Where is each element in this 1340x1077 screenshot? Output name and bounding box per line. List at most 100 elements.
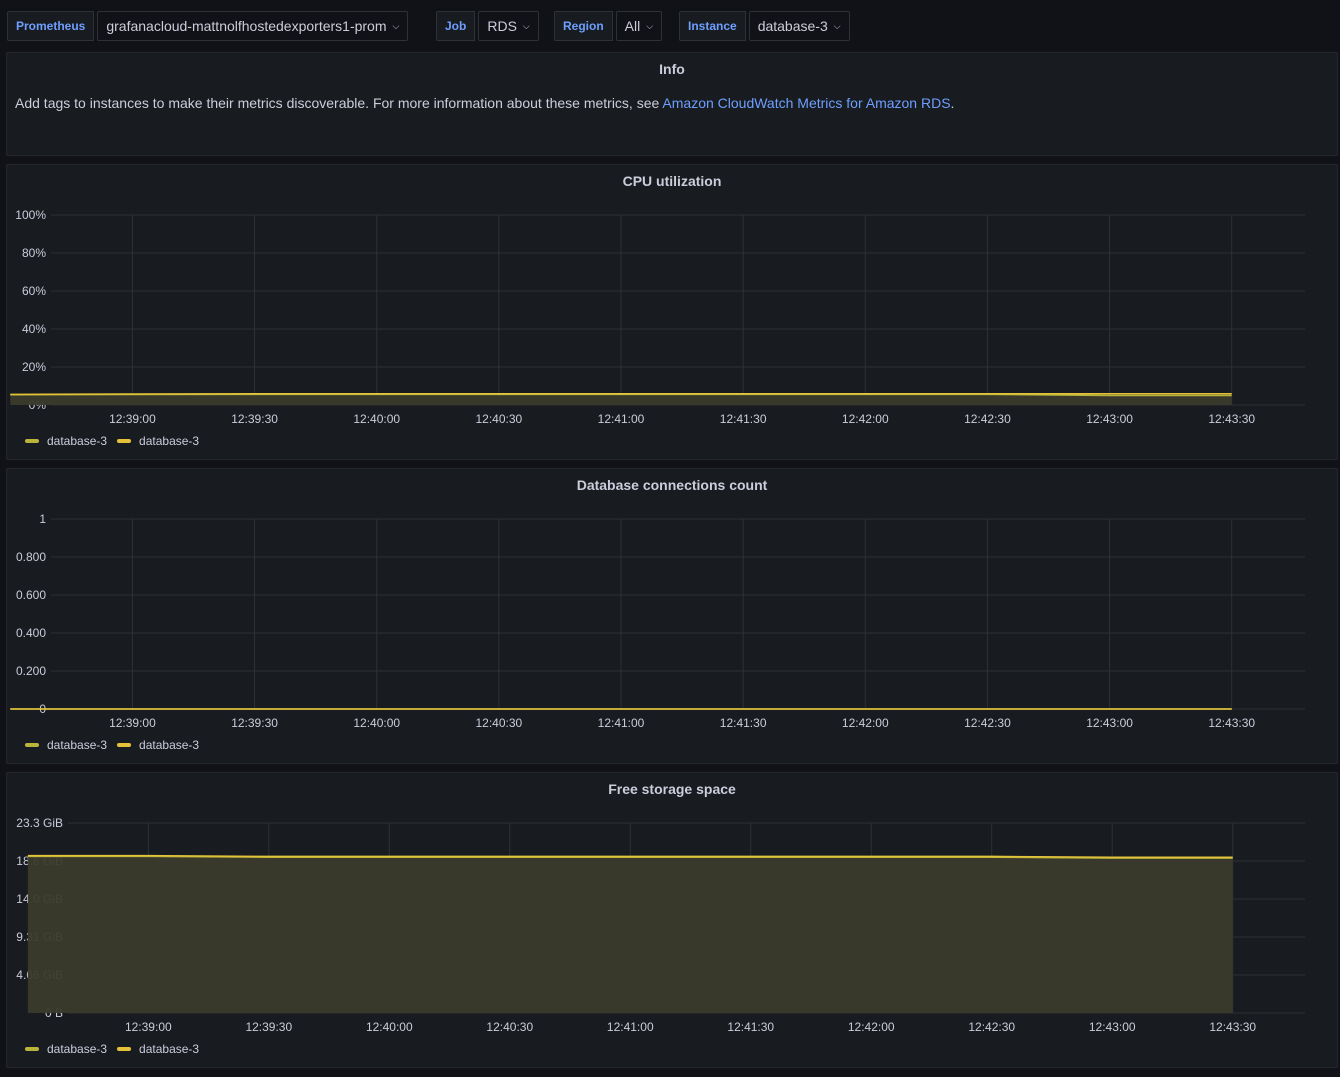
free-storage-panel: Free storage space 23.3 GiB18.6 GiB14.0 … (6, 772, 1338, 1068)
info-suffix: . (950, 95, 955, 111)
job-select[interactable]: RDS ⌵ (478, 11, 539, 41)
legend-item[interactable]: database-3 (25, 434, 107, 448)
y-tick-label: 0.400 (16, 626, 46, 640)
series-line (27, 854, 1233, 858)
x-tick-label: 12:41:00 (598, 716, 645, 730)
instance-select[interactable]: database-3 ⌵ (748, 11, 850, 41)
legend-swatch (117, 439, 132, 443)
region-value: All (624, 18, 641, 34)
y-tick-label: 60% (22, 284, 46, 298)
x-tick-label: 12:40:30 (475, 716, 522, 730)
x-tick-label: 12:41:30 (720, 412, 767, 426)
x-tick-label: 12:42:00 (848, 1020, 895, 1034)
series-line (10, 393, 1232, 396)
variable-region: Region All ⌵ (554, 11, 663, 41)
x-tick-label: 12:43:30 (1208, 412, 1255, 426)
x-tick-label: 12:40:00 (353, 412, 400, 426)
legend-label: database-3 (47, 434, 108, 448)
x-tick-label: 12:40:00 (353, 716, 400, 730)
legend-label: database-3 (47, 738, 108, 752)
y-tick-label: 0.600 (16, 588, 46, 602)
legend-swatch (25, 743, 39, 747)
info-panel: Info Add tags to instances to make their… (6, 52, 1338, 156)
job-value: RDS (487, 18, 517, 34)
panel-title: Database connections count (576, 477, 768, 493)
x-tick-label: 12:40:00 (366, 1020, 413, 1034)
x-tick-label: 12:41:00 (607, 1020, 654, 1034)
database-connections-panel: Database connections count 1 0.800 0.600 0.… (6, 468, 1338, 764)
x-tick-label: 12:39:30 (231, 412, 278, 426)
panel-title: Free storage space (608, 781, 736, 797)
legend-label: database-3 (139, 738, 200, 752)
x-tick-label: 12:43:30 (1209, 1020, 1256, 1034)
legend-swatch (25, 439, 39, 443)
chevron-down-icon: ⌵ (646, 20, 654, 31)
free-storage-chart: 23.3 GiB18.6 GiB14.0 GiB9.31 GiB4.66 GiB… (16, 816, 1305, 1034)
y-tick-label: 20% (22, 360, 46, 374)
y-tick-label: 0.800 (16, 550, 46, 564)
x-tick-label: 12:40:30 (486, 1020, 533, 1034)
x-tick-label: 12:42:00 (842, 412, 889, 426)
variable-instance: Instance database-3 ⌵ (679, 11, 850, 41)
variable-label-job: Job (436, 11, 476, 41)
x-tick-label: 12:39:00 (109, 716, 156, 730)
variable-label-instance: Instance (679, 11, 746, 41)
x-tick-label: 12:43:00 (1086, 412, 1133, 426)
cpu-utilization-chart: 100%80%60%40%20%0%12:39:0012:39:3012:40:… (10, 208, 1305, 426)
series-area (27, 856, 1233, 1013)
cloudwatch-docs-link[interactable]: Amazon CloudWatch Metrics for Amazon RDS (662, 95, 951, 111)
legend-swatch (117, 743, 132, 747)
legend-item[interactable]: database-3 (117, 738, 199, 752)
x-tick-label: 12:39:30 (245, 1020, 292, 1034)
panel-title: CPU utilization (622, 173, 722, 189)
chevron-down-icon: ⌵ (392, 20, 400, 31)
legend-label: database-3 (139, 1042, 200, 1056)
x-tick-label: 12:39:30 (231, 716, 278, 730)
legend-item[interactable]: database-3 (117, 434, 199, 448)
variable-label-region: Region (554, 11, 613, 41)
panel-title: Info (659, 61, 685, 77)
y-tick-label: 0.200 (16, 664, 46, 678)
legend-swatch (117, 1047, 132, 1051)
datasource-select[interactable]: grafanacloud-mattnolfhostedexporters1-pr… (97, 11, 409, 41)
legend-item[interactable]: database-3 (25, 1042, 107, 1056)
legend: database-3 database-3 (25, 1042, 209, 1056)
legend: database-3 database-3 (25, 738, 209, 752)
legend: database-3 database-3 (25, 434, 209, 448)
instance-value: database-3 (757, 18, 828, 34)
legend-item[interactable]: database-3 (25, 738, 107, 752)
variable-job: Job RDS ⌵ (436, 11, 539, 41)
variables-bar: Prometheus grafanacloud-mattnolfhostedex… (0, 0, 1340, 52)
variable-label-prometheus: Prometheus (7, 11, 95, 41)
x-tick-label: 12:40:30 (475, 412, 522, 426)
legend-item[interactable]: database-3 (117, 1042, 199, 1056)
cpu-utilization-panel: CPU utilization 100%80%60%40%20%0%12:39:… (6, 164, 1338, 460)
info-text: Add tags to instances to make their metr… (15, 95, 954, 111)
x-tick-label: 12:42:30 (964, 716, 1011, 730)
x-tick-label: 12:41:30 (720, 716, 767, 730)
y-tick-label: 23.3 GiB (16, 816, 63, 830)
info-body: Add tags to instances to make their metr… (15, 95, 663, 111)
x-tick-label: 12:42:00 (842, 716, 889, 730)
y-tick-label: 80% (22, 246, 46, 260)
variable-prometheus: Prometheus grafanacloud-mattnolfhostedex… (7, 11, 409, 41)
x-tick-label: 12:43:00 (1086, 716, 1133, 730)
x-tick-label: 12:43:30 (1208, 716, 1255, 730)
chevron-down-icon: ⌵ (522, 20, 530, 31)
x-tick-label: 12:42:30 (964, 412, 1011, 426)
region-select[interactable]: All ⌵ (615, 11, 663, 41)
x-tick-label: 12:43:00 (1089, 1020, 1136, 1034)
x-tick-label: 12:39:00 (125, 1020, 172, 1034)
x-tick-label: 12:41:00 (598, 412, 645, 426)
legend-label: database-3 (47, 1042, 108, 1056)
legend-swatch (25, 1047, 39, 1051)
x-tick-label: 12:41:30 (727, 1020, 774, 1034)
y-tick-label: 40% (22, 322, 46, 336)
chevron-down-icon: ⌵ (833, 20, 841, 31)
x-tick-label: 12:39:00 (109, 412, 156, 426)
y-tick-label: 100% (15, 208, 46, 222)
series-line (27, 855, 1233, 859)
y-tick-label: 1 (39, 512, 46, 526)
datasource-value: grafanacloud-mattnolfhostedexporters1-pr… (106, 18, 387, 34)
